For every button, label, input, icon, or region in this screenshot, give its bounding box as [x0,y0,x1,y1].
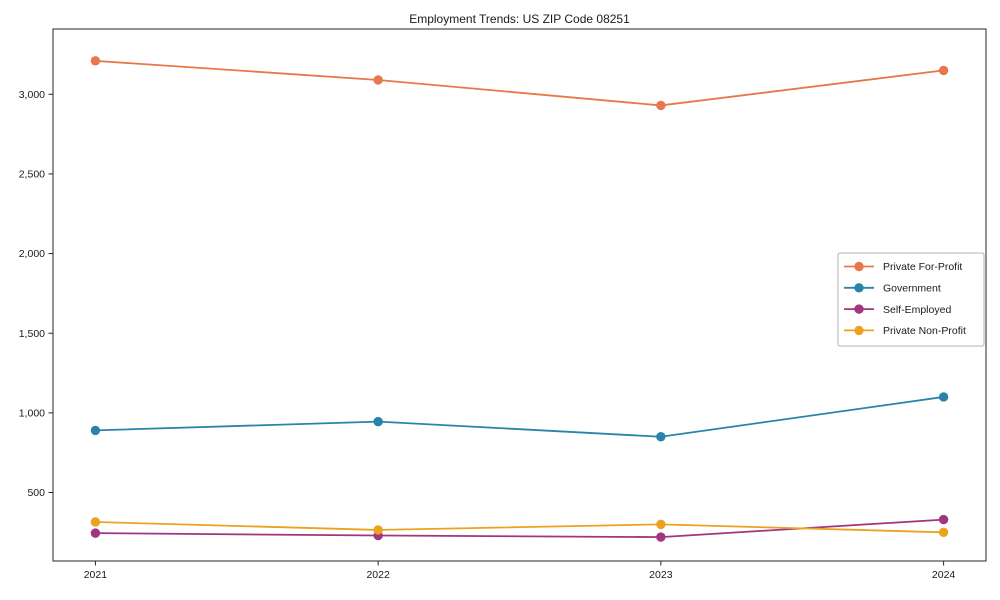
series-line-government [94,396,945,438]
x-tick-label: 2023 [649,569,673,581]
x-tick-label: 2021 [84,569,108,581]
legend-marker-icon [854,261,864,272]
data-point-government-2022 [373,416,383,427]
data-point-private-non-profit-2024 [938,527,949,538]
series-private-non-profit [90,517,949,538]
data-point-private-for-profit-2022 [373,75,383,85]
data-point-self-employed-2024 [938,514,949,525]
legend-label: Private For-Profit [883,261,962,273]
axes: 500 1,000 1,500 2,000 2,500 3,000 2021 2022 2023… [19,28,987,581]
data-point-private-non-profit-2023 [656,519,666,530]
chart-title: Employment Trends: US ZIP Code 08251 [409,12,630,26]
legend-item-self-employed: Self-Employed [844,304,951,316]
legend-marker-icon [854,325,864,336]
y-tick-label: 3,000 [19,89,45,101]
series-private-for-profit [90,56,949,111]
legend-item-government: Government [844,283,941,295]
y-tick-label: 2,000 [19,248,45,260]
data-point-government-2021 [90,425,101,436]
legend-label: Government [883,283,941,295]
plot-border [52,28,987,562]
data-point-private-for-profit-2024 [938,65,949,76]
y-tick-label: 1,500 [19,328,45,340]
legend-marker-icon [854,283,864,293]
legend-label: Private Non-Profit [883,325,966,337]
data-point-private-for-profit-2021 [90,56,101,66]
y-tick-label: 2,500 [19,169,45,181]
x-tick-label: 2024 [932,569,956,581]
legend-item-private-non-profit: Private Non-Profit [844,325,966,337]
data-point-private-non-profit-2021 [90,517,101,527]
legend-marker-icon [854,304,864,314]
legend-item-private-for-profit: Private For-Profit [844,261,962,273]
data-point-self-employed-2021 [90,528,101,538]
data-point-government-2024 [938,392,949,402]
data-point-private-for-profit-2023 [656,100,666,111]
series-government [90,392,949,442]
legend-label: Self-Employed [883,304,951,316]
legend-box [837,252,985,347]
series-line-private-for-profit [94,59,945,107]
y-tick-label: 500 [27,487,45,499]
data-point-self-employed-2023 [656,532,666,542]
series-line-private-non-profit [94,521,945,534]
data-point-government-2023 [656,432,666,442]
y-tick-label: 1,000 [19,407,45,419]
data-point-private-non-profit-2022 [373,525,383,535]
legend: Private For-Profit Government Self-Employe… [837,252,985,347]
x-tick-label: 2022 [366,569,390,581]
